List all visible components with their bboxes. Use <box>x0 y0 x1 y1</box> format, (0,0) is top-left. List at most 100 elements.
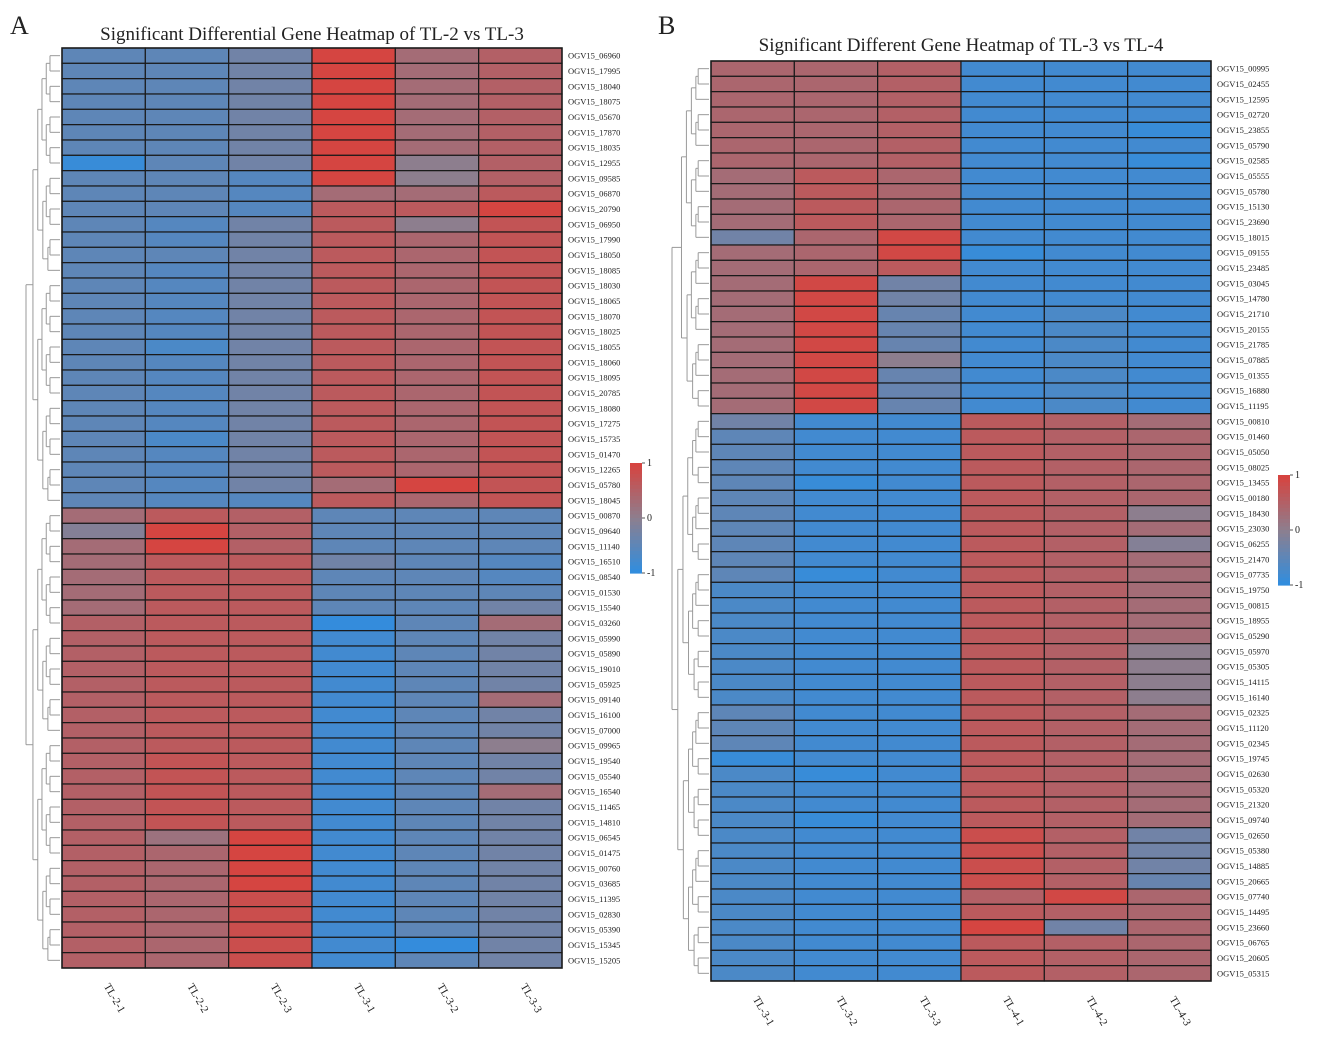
heatmap-cell <box>311 62 396 80</box>
legend-swatch <box>630 481 642 486</box>
heatmap-cell <box>877 152 962 169</box>
heatmap-cell <box>228 200 313 218</box>
heatmap-cell <box>793 551 879 568</box>
heatmap-cell <box>1127 443 1212 461</box>
legend-swatch <box>630 547 642 552</box>
heatmap-cell <box>228 507 313 524</box>
heatmap-cell <box>710 321 795 338</box>
heatmap-cell <box>960 183 1045 200</box>
heatmap-cell <box>311 768 396 785</box>
heatmap-cell <box>61 538 146 555</box>
row-label: OGV15_02585 <box>1217 156 1269 166</box>
heatmap-cell <box>228 691 313 708</box>
row-label: OGV15_09965 <box>568 741 620 751</box>
row-label: OGV15_16880 <box>1217 386 1269 396</box>
legend-swatch <box>630 488 642 493</box>
heatmap-cell <box>877 75 962 93</box>
heatmap-cell <box>960 965 1045 982</box>
heatmap-cell <box>61 798 146 816</box>
row-label: OGV15_05780 <box>1217 186 1269 196</box>
heatmap-cell <box>877 612 962 629</box>
legend-swatch <box>1278 537 1290 542</box>
heatmap-cell <box>394 829 480 846</box>
row-label: OGV15_15735 <box>568 434 620 444</box>
legend-swatch <box>1278 559 1290 564</box>
heatmap-cell <box>311 553 396 570</box>
heatmap-cell <box>877 382 962 399</box>
heatmap-cell <box>960 351 1045 369</box>
heatmap-cell <box>61 936 146 954</box>
legend-swatch <box>630 551 642 556</box>
heatmap-cell <box>1043 842 1129 859</box>
heatmap-cell <box>877 229 962 246</box>
row-label: OGV15_20605 <box>1217 953 1269 963</box>
heatmap-cell <box>228 185 313 202</box>
heatmap-cell <box>311 369 396 386</box>
heatmap-cell <box>710 474 795 491</box>
heatmap-cell <box>793 673 879 691</box>
heatmap-cell <box>960 949 1045 967</box>
heatmap-cell <box>1127 413 1212 430</box>
heatmap-cell <box>228 476 313 494</box>
heatmap-cell <box>710 167 795 185</box>
heatmap-cell <box>1127 811 1212 829</box>
heatmap-cell <box>478 768 563 785</box>
heatmap-cell <box>311 216 396 233</box>
heatmap-cell <box>394 645 480 662</box>
heatmap-cell <box>394 292 480 310</box>
heatmap-cell <box>1127 612 1212 629</box>
heatmap-cell <box>877 581 962 599</box>
column-label: TL-3-1 <box>351 982 377 1016</box>
heatmap-cell <box>710 857 795 875</box>
heatmap-cell <box>793 336 879 353</box>
row-label: OGV15_18430 <box>1217 508 1269 518</box>
heatmap-cell <box>478 124 563 141</box>
heatmap-cell <box>144 890 230 908</box>
legend-swatch <box>1278 497 1290 502</box>
heatmap-cell <box>311 354 396 371</box>
column-label: TL-3-3 <box>917 995 944 1029</box>
heatmap-cell <box>960 551 1045 568</box>
row-label: OGV15_05315 <box>1217 968 1269 978</box>
heatmap-cell <box>311 538 396 555</box>
heatmap-cell <box>1043 382 1129 399</box>
column-label: TL-3-2 <box>833 995 859 1029</box>
heatmap-cell <box>61 47 146 64</box>
heatmap-cell <box>793 658 879 675</box>
heatmap-cell <box>710 336 795 353</box>
heatmap-cell <box>311 722 396 739</box>
heatmap-cell <box>228 752 313 770</box>
row-label: OGV15_06255 <box>1217 539 1269 549</box>
heatmap-cell <box>1127 137 1212 154</box>
heatmap-cell <box>478 154 563 172</box>
heatmap-cell <box>793 689 879 706</box>
heatmap-cell <box>793 535 879 553</box>
legend-swatch <box>630 503 642 508</box>
row-label: OGV15_05925 <box>568 679 620 689</box>
row-label: OGV15_06545 <box>568 833 620 843</box>
heatmap-cell <box>61 676 146 693</box>
heatmap-cell <box>478 630 563 647</box>
heatmap-cell <box>960 106 1045 123</box>
heatmap-cell <box>144 860 230 877</box>
heatmap-cell <box>478 676 563 693</box>
heatmap-cell <box>877 765 962 783</box>
heatmap-cell <box>793 949 879 967</box>
heatmap-cell <box>478 737 563 754</box>
column-label: TL-2-1 <box>101 982 127 1016</box>
heatmap-cell <box>793 137 879 154</box>
heatmap-cell <box>877 689 962 706</box>
heatmap-cell <box>311 507 396 524</box>
column-label: TL-3-1 <box>750 995 776 1029</box>
row-label: OGV15_11195 <box>1217 401 1269 411</box>
heatmap-cell <box>144 737 230 754</box>
heatmap-cell <box>710 535 795 553</box>
heatmap-cell <box>960 811 1045 829</box>
heatmap-cell <box>710 244 795 261</box>
heatmap-cell <box>228 231 313 248</box>
legend-swatch <box>1278 475 1290 480</box>
heatmap-cell <box>228 921 313 938</box>
heatmap-cell <box>710 781 795 798</box>
row-label: OGV15_18065 <box>568 296 620 306</box>
legend-swatch <box>1278 530 1290 535</box>
